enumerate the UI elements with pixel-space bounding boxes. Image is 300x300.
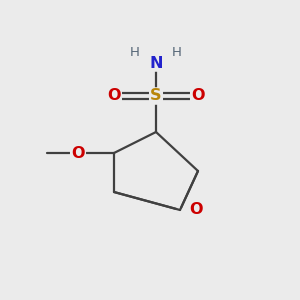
Text: H: H <box>172 46 182 59</box>
Text: O: O <box>191 88 205 104</box>
Text: O: O <box>107 88 121 104</box>
Text: N: N <box>149 56 163 70</box>
Text: S: S <box>150 88 162 104</box>
Text: H: H <box>130 46 140 59</box>
Text: O: O <box>71 146 85 160</box>
Text: O: O <box>189 202 202 217</box>
